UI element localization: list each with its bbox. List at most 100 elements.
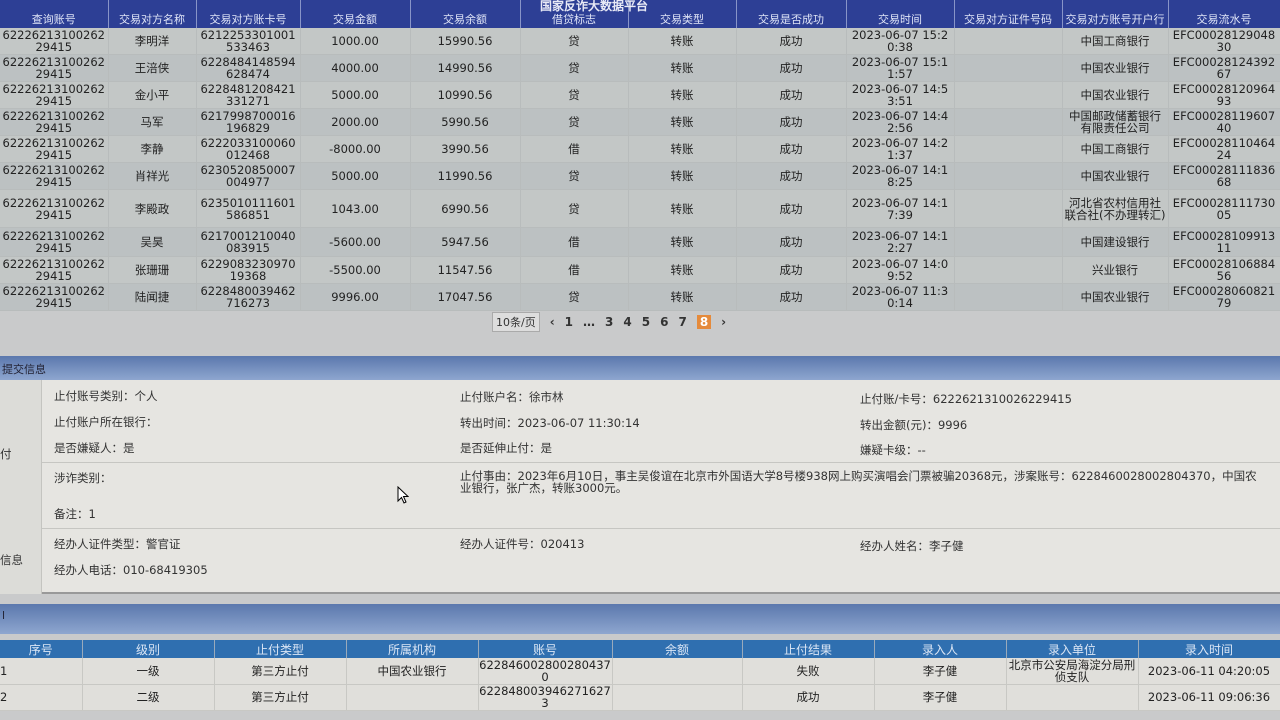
table-row[interactable]: 6222621310026229415 张珊珊 622908323097019368… [0, 256, 1280, 284]
pagination: 10条/页 ‹ 1 … 3 4 5 6 7 8 › [492, 312, 726, 332]
table-cell: 中国农业银行 [1062, 81, 1169, 109]
table-row[interactable]: 6222621310026229415 陆闻捷 622848003946271627… [0, 283, 1280, 311]
table-cell: EFC0002811183668 [1168, 162, 1280, 190]
officer-phone: 经办人电话：010-68419305 [54, 563, 208, 577]
table-cell: 6235010111601586851 [196, 189, 301, 228]
table-cell: 成功 [736, 54, 847, 82]
table-cell: 6222621310026229415 [0, 135, 109, 163]
table-row[interactable]: 6222621310026229415 吴昊 6217001210040083915… [0, 227, 1280, 257]
table-row[interactable]: 2 二级 第三方止付 6228480039462716273 成功 李子健 2023-06-… [0, 684, 1280, 711]
page-link[interactable]: 7 [678, 315, 687, 329]
table-cell: 6228480039462716273 [196, 283, 301, 311]
account-no: 止付账/卡号：6222621310026229415 [860, 392, 1072, 406]
table-row[interactable]: 1 一级 第三方止付 中国农业银行 6228460028002804370 失败 李子健 北京… [0, 658, 1280, 685]
table-cell [954, 108, 1063, 136]
column-header[interactable]: 借贷标志 [520, 0, 629, 28]
table-cell: 转账 [628, 28, 737, 55]
stop-section-header: l [0, 604, 1280, 634]
column-header[interactable]: 交易是否成功 [736, 0, 847, 28]
column-header[interactable]: 交易对方账号开户行 [1062, 0, 1169, 28]
column-header[interactable]: 交易流水号 [1168, 0, 1280, 28]
prev-page-icon[interactable]: ‹ [549, 315, 555, 329]
table-cell: 贷 [520, 108, 629, 136]
page-link[interactable]: … [583, 315, 596, 329]
table-cell: 6217998700016196829 [196, 108, 301, 136]
table-row[interactable]: 6222621310026229415 马军 6217998700016196829… [0, 108, 1280, 136]
column-header[interactable]: 余额 [612, 640, 743, 658]
column-header[interactable]: 交易对方账卡号 [196, 0, 301, 28]
app-title: 国家反诈大数据平台 [540, 0, 649, 13]
table-cell [954, 162, 1063, 190]
table-cell [346, 684, 479, 711]
table-cell: 1 [0, 658, 83, 685]
table-cell: 转账 [628, 227, 737, 257]
side-label: 付 [0, 447, 12, 461]
table-cell: 5947.56 [410, 227, 521, 257]
table-cell: 1000.00 [300, 28, 411, 55]
table-row[interactable]: 6222621310026229415 李殿政 623501011160158685… [0, 189, 1280, 228]
column-header[interactable]: 所属机构 [346, 640, 479, 658]
table-row[interactable]: 6222621310026229415 李静 6222033100060012468… [0, 135, 1280, 163]
table-cell: 北京市公安局海淀分局刑侦支队 [1006, 658, 1139, 685]
table-row[interactable]: 6222621310026229415 王涪侠 622848414859462847… [0, 54, 1280, 82]
column-header[interactable]: 交易对方名称 [108, 0, 197, 28]
stop-payment-table: 序号 级别 止付类型 所属机构 账号 余额 止付结果 录入人 录入单位 录入时间 1 一级 第三方止付中… [0, 640, 1280, 711]
table-cell: 6222621310026229415 [0, 28, 109, 55]
table-row[interactable]: 6222621310026229415 李明洋 621225330100153346… [0, 28, 1280, 55]
column-header[interactable]: 查询账号 [0, 0, 109, 28]
table-cell: 贷 [520, 54, 629, 82]
column-header[interactable]: 交易对方证件号码 [954, 0, 1063, 28]
column-header[interactable]: 录入时间 [1138, 640, 1280, 658]
table-cell: 贷 [520, 189, 629, 228]
table-cell: 陆闻捷 [108, 283, 197, 311]
column-header[interactable]: 止付结果 [742, 640, 875, 658]
column-header[interactable]: 交易类型 [628, 0, 737, 28]
submit-info-header: 提交信息 [0, 356, 1280, 380]
table-cell: EFC0002806082179 [1168, 283, 1280, 311]
table-cell: 借 [520, 135, 629, 163]
table-cell: 成功 [742, 684, 875, 711]
table-cell: 2023-06-07 14:12:27 [846, 227, 955, 257]
next-page-icon[interactable]: › [721, 315, 727, 329]
column-header[interactable]: 交易金额 [300, 0, 411, 28]
remark: 备注：1 [54, 507, 96, 521]
table-row[interactable]: 6222621310026229415 肖祥光 623052085000700497… [0, 162, 1280, 190]
page-link[interactable]: 8 [696, 315, 712, 329]
table-cell: 2023-06-07 14:17:39 [846, 189, 955, 228]
table-cell [954, 189, 1063, 228]
column-header[interactable]: 交易余额 [410, 0, 521, 28]
table-cell: 6212253301001533463 [196, 28, 301, 55]
table-cell: 成功 [736, 189, 847, 228]
column-header[interactable]: 序号 [0, 640, 83, 658]
table-cell: 第三方止付 [214, 684, 347, 711]
table-cell [954, 135, 1063, 163]
table-cell: 贷 [520, 283, 629, 311]
column-header[interactable]: 交易时间 [846, 0, 955, 28]
table-cell [954, 81, 1063, 109]
table-cell: 李殿政 [108, 189, 197, 228]
table-cell: 贷 [520, 81, 629, 109]
table-cell: 借 [520, 256, 629, 284]
table-row[interactable]: 6222621310026229415 金小平 622848120842133127… [0, 81, 1280, 109]
column-header[interactable]: 级别 [82, 640, 215, 658]
column-header[interactable]: 账号 [478, 640, 613, 658]
table-cell [954, 28, 1063, 55]
table-cell: 6990.56 [410, 189, 521, 228]
column-header[interactable]: 止付类型 [214, 640, 347, 658]
table-cell: 河北省农村信用社联合社(不办理转汇) [1062, 189, 1169, 228]
page-link[interactable]: 4 [623, 315, 632, 329]
page-link[interactable]: 3 [605, 315, 614, 329]
table-cell: 转账 [628, 256, 737, 284]
column-header[interactable]: 录入人 [874, 640, 1007, 658]
page-size-select[interactable]: 10条/页 [492, 312, 540, 332]
account-bank: 止付账户所在银行： [54, 415, 158, 429]
stop-section-title: l [2, 609, 6, 622]
table-cell: 肖祥光 [108, 162, 197, 190]
page-link[interactable]: 5 [641, 315, 651, 329]
table-cell: 6222621310026229415 [0, 54, 109, 82]
stop-reason: 止付事由：2023年6月10日，事主吴俊谊在北京市外国语大学8号楼938网上购买… [460, 469, 1257, 495]
page-link[interactable]: 1 [564, 315, 574, 329]
column-header[interactable]: 录入单位 [1006, 640, 1139, 658]
page-link[interactable]: 6 [660, 315, 669, 329]
table-cell: -8000.00 [300, 135, 411, 163]
